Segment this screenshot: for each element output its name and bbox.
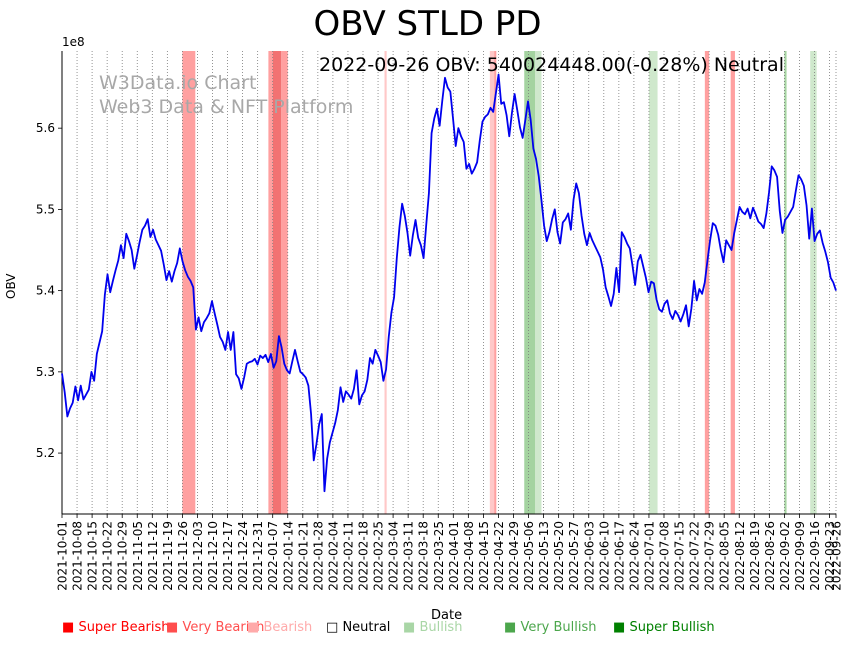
x-tick-label: 2021-11-12 xyxy=(146,521,160,591)
legend-swatch: ■ xyxy=(166,620,179,635)
x-tick-label: 2022-01-07 xyxy=(266,521,280,591)
legend-item-bearish: ■ Bearish xyxy=(247,620,313,635)
x-tick-label: 2021-10-22 xyxy=(101,521,115,591)
x-tick-label: 2022-04-22 xyxy=(492,521,506,591)
x-tick-label: 2022-09-16 xyxy=(808,521,822,591)
legend-item-neutral: □ Neutral xyxy=(326,620,391,635)
x-tick-label: 2022-09-09 xyxy=(793,521,807,591)
x-tick-label: 2022-09-23 xyxy=(823,521,837,591)
legend-swatch: □ xyxy=(326,620,339,635)
x-tick-label: 2022-05-13 xyxy=(537,521,551,591)
x-tick-label: 2021-10-29 xyxy=(116,521,130,591)
x-tick-label: 2022-04-29 xyxy=(507,521,521,591)
signal-band-bullish xyxy=(810,51,817,514)
signal-band-very-bullish xyxy=(524,51,535,514)
x-tick-label: 2022-05-27 xyxy=(567,521,581,591)
y-tick-label: 5.6 xyxy=(36,121,55,135)
x-tick-label: 2022-02-25 xyxy=(372,521,386,591)
signal-band-very-bearish xyxy=(268,51,273,514)
x-tick-label: 2022-03-04 xyxy=(387,521,401,591)
x-tick-label: 2022-02-11 xyxy=(341,521,355,591)
x-tick-label: 2022-08-12 xyxy=(733,521,747,591)
x-tick-label: 2021-11-05 xyxy=(131,521,145,591)
x-tick-label: 2021-12-24 xyxy=(236,521,250,591)
legend-item-very-bearish: ■ Very Bearish xyxy=(166,620,265,635)
x-tick-label: 2021-12-17 xyxy=(221,521,235,591)
legend-item-super-bearish: ■ Super Bearish xyxy=(62,620,170,635)
x-tick-label: 2021-10-08 xyxy=(71,521,85,591)
x-tick-label: 2022-02-18 xyxy=(357,521,371,591)
x-tick-label: 2021-12-31 xyxy=(251,521,265,591)
x-tick-label: 2022-06-03 xyxy=(582,521,596,591)
x-tick-label: 2021-11-19 xyxy=(161,521,175,591)
x-tick-label: 2022-01-14 xyxy=(281,521,295,591)
latest-value-label: 2022-09-26 OBV: 540024448.00(-0.28%) Neu… xyxy=(319,54,784,76)
x-tick-label: 2022-06-10 xyxy=(597,521,611,591)
x-tick-label: 2021-10-15 xyxy=(86,521,100,591)
signal-band-very-bearish xyxy=(182,51,196,514)
x-tick-label: 2021-11-26 xyxy=(176,521,190,591)
legend-swatch: ■ xyxy=(403,620,416,635)
y-axis-label: OBV xyxy=(4,273,18,299)
signal-band-very-bearish xyxy=(281,51,288,514)
obv-series-line xyxy=(61,73,837,493)
x-tick-label: 2022-01-28 xyxy=(311,521,325,591)
x-tick-label: 2022-07-08 xyxy=(658,521,672,591)
x-axis-label: Date xyxy=(431,608,463,623)
x-tick-label: 2022-05-20 xyxy=(552,521,566,591)
legend-item-super-bullish: ■ Super Bullish xyxy=(613,620,715,635)
watermark-line-1: W3Data.io Chart xyxy=(99,72,257,94)
y-tick-label: 5.3 xyxy=(36,365,55,379)
x-tick-label: 2022-07-15 xyxy=(673,521,687,591)
signal-band-very-bearish xyxy=(730,51,735,514)
legend-item-bullish: ■ Bullish xyxy=(403,620,463,635)
x-tick-label: 2022-05-06 xyxy=(522,521,536,591)
x-tick-label: 2022-06-17 xyxy=(612,521,626,591)
x-tick-label: 2021-12-10 xyxy=(206,521,220,591)
x-tick-label: 2022-08-19 xyxy=(748,521,762,591)
chart-title: OBV STLD PD xyxy=(313,4,542,44)
x-tick-label: 2022-08-05 xyxy=(718,521,732,591)
legend-swatch: ■ xyxy=(613,620,626,635)
legend: ■ Super Bearish ■ Very Bearish ■ Bearish… xyxy=(0,620,855,640)
x-tick-label: 2022-02-04 xyxy=(326,521,340,591)
x-tick-label: 2022-03-18 xyxy=(417,521,431,591)
x-tick-label: 2022-09-02 xyxy=(778,521,792,591)
signal-band-super-bearish xyxy=(272,51,282,514)
signal-band-bearish xyxy=(384,51,387,514)
x-tick-label: 2022-04-15 xyxy=(477,521,491,591)
x-tick-label: 2021-10-01 xyxy=(56,521,70,591)
x-tick-label: 2022-06-24 xyxy=(627,521,641,591)
y-tick-label: 5.4 xyxy=(36,284,55,298)
x-tick-label: 2022-07-22 xyxy=(688,521,702,591)
y-tick-label: 5.2 xyxy=(36,446,55,460)
x-tick-label: 2022-04-08 xyxy=(462,521,476,591)
x-tick-label: 2022-03-11 xyxy=(402,521,416,591)
y-scale-label: 1e8 xyxy=(62,35,85,49)
x-tick-label: 2022-01-21 xyxy=(296,521,310,591)
legend-swatch: ■ xyxy=(504,620,517,635)
signal-band-very-bearish xyxy=(494,51,497,514)
legend-item-very-bullish: ■ Very Bullish xyxy=(504,620,597,635)
legend-swatch: ■ xyxy=(247,620,260,635)
watermark-line-2: Web3 Data & NFT Platform xyxy=(99,96,354,118)
y-tick-label: 5.5 xyxy=(36,202,55,216)
x-tick-label: 2022-08-26 xyxy=(763,521,777,591)
x-tick-label: 2022-07-01 xyxy=(642,521,656,591)
legend-swatch: ■ xyxy=(62,620,75,635)
x-tick-label: 2022-03-25 xyxy=(432,521,446,591)
x-tick-label: 2021-12-03 xyxy=(191,521,205,591)
x-tick-label: 2022-09-26 xyxy=(830,521,844,591)
x-tick-label: 2022-04-01 xyxy=(447,521,461,591)
signal-band-very-bullish xyxy=(784,51,787,514)
signal-band-bearish xyxy=(489,51,495,514)
x-tick-label: 2022-07-29 xyxy=(703,521,717,591)
signal-band-very-bearish xyxy=(704,51,710,514)
signal-band-bullish xyxy=(535,51,542,514)
